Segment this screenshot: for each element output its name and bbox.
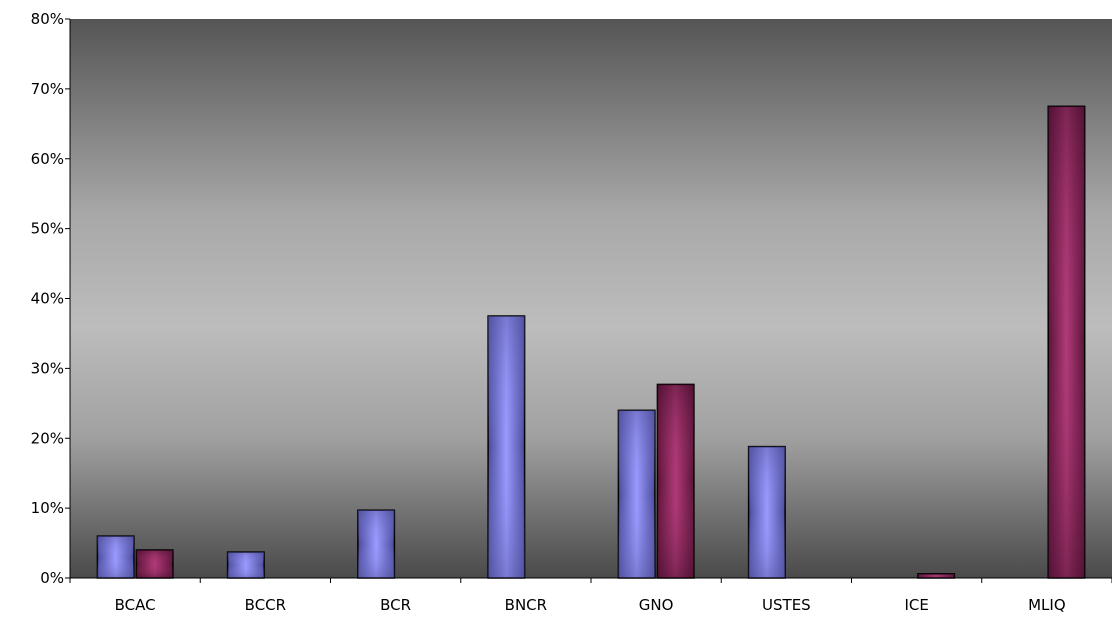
y-tick-label: 80%: [31, 10, 64, 28]
y-tick-label: 50%: [31, 220, 64, 238]
plot-area: [70, 19, 1112, 578]
x-tick-label-mliq: MLIQ: [1028, 596, 1066, 614]
y-tick-label: 10%: [31, 499, 64, 517]
bar-shading-bcac-series-2: [136, 550, 173, 578]
bar-shading-gno-series-1: [618, 410, 655, 578]
y-tick-label: 40%: [31, 290, 64, 308]
x-tick-label-bcr: BCR: [380, 596, 411, 614]
bar-shading-gno-series-2: [657, 384, 694, 578]
y-tick-label: 20%: [31, 429, 64, 447]
axes-layer: 0% 10% 20% 30% 40% 50% 60% 70% 80% BCAC BCCR BCR BNC…: [31, 10, 1112, 614]
y-tick-label: 0%: [40, 569, 64, 587]
y-tick-label: 60%: [31, 150, 64, 168]
x-tick-label-bccr: BCCR: [245, 596, 286, 614]
bar-shading-bcac-series-1: [97, 536, 134, 578]
bars-layer: [96, 105, 1086, 579]
bar-shading-bccr-series-1: [227, 552, 265, 578]
bar-shading-ice-series-2: [917, 573, 955, 578]
x-tick-label-gno: GNO: [639, 596, 674, 614]
bar-shading-mliq-series-2: [1048, 106, 1085, 579]
x-tick-label-ustes: USTES: [762, 596, 811, 614]
x-tick-label-bncr: BNCR: [505, 596, 547, 614]
bar-shading-ustes-series-1: [748, 446, 786, 578]
bar-shading-bcr-series-1: [357, 510, 395, 578]
x-tick-label-bcac: BCAC: [115, 596, 156, 614]
y-tick-label: 30%: [31, 359, 64, 377]
x-tick-label-ice: ICE: [904, 596, 928, 614]
y-tick-label: 70%: [31, 80, 64, 98]
bar-shading-bncr-series-1: [488, 316, 525, 578]
